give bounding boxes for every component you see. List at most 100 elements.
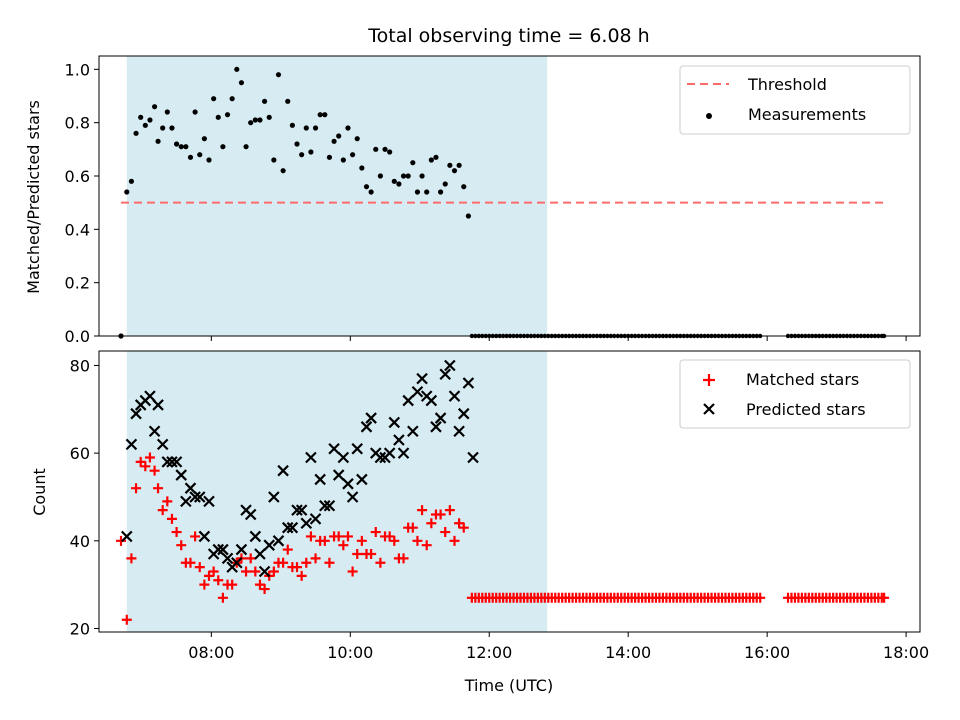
matched-star-point (338, 540, 349, 551)
matched-star-point (319, 535, 330, 546)
measurement-point (359, 165, 365, 171)
measurement-point (124, 189, 130, 195)
top-y-tick-label: 0.4 (65, 220, 90, 239)
top-legend-box (679, 65, 911, 135)
matched-star-point (389, 535, 400, 546)
measurement-point (312, 125, 319, 131)
predicted-star-point (148, 425, 161, 438)
measurement-point (410, 160, 416, 166)
matched-star-point (426, 518, 437, 529)
predicted-star-point (351, 442, 364, 455)
measurement-point (396, 181, 402, 187)
measurement-point (322, 112, 328, 118)
predicted-star-point (272, 535, 285, 547)
predicted-star-point (430, 421, 442, 433)
x-axis-title: Time (UTC) (464, 676, 553, 695)
predicted-star-point (170, 456, 183, 468)
predicted-star-point (161, 456, 174, 468)
measurement-point (451, 168, 458, 174)
predicted-star-point (457, 407, 470, 420)
measurements-legend-label: Measurements (748, 105, 866, 124)
measurement-point (271, 157, 277, 163)
matched-star-point (458, 522, 469, 533)
measurement-point (197, 152, 203, 158)
top-panel: 0.0 0.2 0.4 0.6 0.8 1.0 Matched/Predicted sta… (24, 55, 921, 346)
predicted-star-point (125, 438, 138, 451)
predicted-star-point (184, 482, 197, 494)
predicted-star-point (231, 556, 243, 569)
measurement-point (382, 146, 388, 152)
predicted-star-point (295, 504, 308, 516)
matched-star-point (126, 553, 137, 564)
measurement-point (178, 144, 184, 150)
matched-star-point (417, 505, 428, 516)
measurement-point (405, 173, 411, 179)
predicted-star-point (393, 434, 405, 446)
predicted-star-point (235, 543, 248, 556)
top-x-ticks (210, 336, 907, 341)
top-y-tick-label: 0.0 (65, 327, 90, 346)
matched-star-point (149, 465, 160, 476)
predicted-star-point (346, 491, 359, 503)
measurement-point (387, 149, 393, 155)
predicted-stars-series (121, 359, 479, 578)
predicted-star-point (217, 543, 229, 556)
measurement-series (118, 66, 887, 339)
matched-star-point (324, 557, 335, 568)
predicted-star-point (416, 372, 428, 385)
measurement-point (243, 144, 249, 150)
chart-title: Total observing time = 6.08 h (367, 25, 649, 47)
measurement-point (169, 125, 175, 131)
measurement-point (173, 141, 180, 147)
matched-star-point (166, 513, 177, 524)
measurement-point (289, 122, 295, 128)
measurement-point (419, 173, 425, 179)
predicted-star-point (383, 447, 396, 459)
measurement-point (326, 154, 333, 160)
measurement-point (164, 109, 170, 115)
predicted-star-point (314, 473, 326, 486)
predicted-star-point (263, 539, 275, 551)
predicted-star-point (258, 565, 271, 578)
predicted-star-point (189, 491, 201, 503)
measurement-point (391, 178, 397, 184)
matched-star-point (366, 548, 377, 559)
measurement-point (224, 112, 231, 118)
measurement-point (206, 157, 212, 163)
matched-star-point (375, 557, 386, 568)
matched-star-point (352, 548, 363, 559)
matched-star-point (755, 592, 766, 603)
measurement-point (160, 125, 166, 131)
matched-star-point (398, 553, 409, 564)
measurement-point (142, 122, 148, 128)
predicted-star-point (319, 499, 331, 512)
matched-star-point (444, 505, 455, 516)
measurement-point (133, 130, 139, 136)
matched-star-point (250, 566, 261, 577)
predicted-star-point (244, 508, 257, 521)
measurement-point (234, 66, 240, 72)
matched-star-point (185, 557, 196, 568)
matched-star-point (227, 579, 238, 590)
bottom-y-tick-label: 80 (70, 356, 90, 375)
predicted-star-point (268, 491, 280, 503)
predicted-star-point (342, 478, 354, 490)
measurement-point (229, 96, 235, 102)
measurement-point (336, 133, 342, 139)
measurement-point (308, 149, 314, 155)
bottom-y-tick-label: 60 (70, 444, 90, 463)
measurement-point (363, 184, 370, 190)
predicted-star-point (221, 552, 234, 565)
measurement-point (400, 173, 407, 179)
measurement-point (442, 181, 448, 187)
measurement-point (261, 98, 268, 104)
measurement-point (280, 168, 286, 174)
predicted-star-point (332, 469, 345, 481)
matched-star-point (296, 570, 307, 581)
matched-legend-label: Matched stars (746, 370, 859, 389)
predicted-legend-icon (703, 403, 715, 415)
measurement-point (275, 72, 282, 78)
top-y-axis-title: Matched/Predicted stars (24, 100, 43, 294)
matched-star-point (412, 535, 423, 546)
matched-star-point (879, 592, 890, 603)
